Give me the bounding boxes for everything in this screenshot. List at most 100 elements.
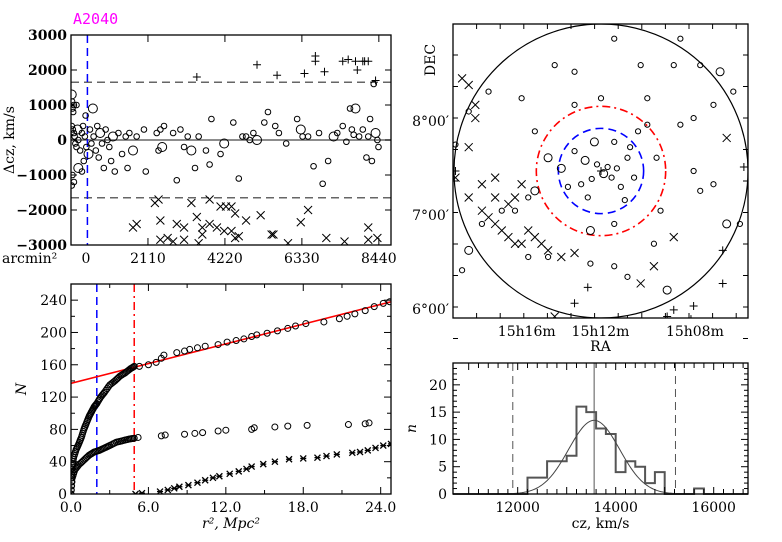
non-members-point — [333, 450, 341, 458]
members-point — [333, 129, 341, 137]
members-galaxy — [662, 285, 672, 295]
cumulative-counts-panel: 0 40 80 120 160 200 240 0.0 6.0 12.0 18.0 24.0 r², M… — [14, 283, 396, 532]
members-point — [346, 105, 354, 112]
velocity-histogram-panel: 12000 14000 16000 0 5 10 15 20 cz, km/s n — [404, 362, 749, 532]
foreground-point — [212, 223, 222, 232]
histogram-bar — [606, 434, 616, 494]
non-members-point — [235, 467, 243, 475]
x-tick-label: 12000 — [495, 500, 540, 516]
members-point — [361, 420, 369, 428]
foreground-point — [234, 231, 244, 241]
members-galaxy — [599, 169, 609, 179]
members-point — [100, 164, 108, 172]
all-galaxies-point — [152, 358, 160, 366]
members-point — [355, 133, 363, 140]
members-point — [95, 154, 103, 161]
members-galaxy — [627, 144, 634, 151]
background-galaxy — [583, 283, 592, 292]
all-galaxies-point — [240, 335, 248, 343]
members-point — [242, 133, 250, 140]
y-tick-label: 240 — [40, 293, 67, 309]
members-point — [71, 182, 76, 189]
y-tick-label: 5 — [438, 460, 447, 476]
members-point — [126, 129, 133, 137]
y-axis-label: Δcz, km/s — [2, 106, 18, 174]
background-point — [371, 76, 380, 85]
members-point — [133, 133, 140, 140]
members-point — [217, 150, 224, 158]
members-galaxy — [716, 8, 724, 16]
foreground-point — [187, 198, 196, 208]
members-point — [195, 133, 202, 140]
members-galaxy — [485, 88, 492, 95]
x-tick-label: 8440 — [361, 251, 397, 267]
plot-frame — [70, 283, 392, 495]
histogram-bar — [635, 467, 645, 494]
background-galaxy — [570, 299, 579, 308]
all-galaxies-point — [379, 299, 387, 307]
y-axis-label: DEC — [423, 44, 439, 76]
foreground-galaxy — [490, 173, 500, 182]
members-galaxy — [604, 163, 611, 171]
non-members-point — [164, 486, 172, 494]
members-galaxy — [608, 174, 615, 181]
members-galaxy — [571, 101, 578, 108]
plot-area — [71, 284, 391, 494]
members-point — [102, 126, 109, 133]
r200-circle — [535, 105, 667, 237]
background-galaxy — [663, 312, 672, 318]
members-point — [310, 162, 317, 170]
velocity-radius-panel: 3000 2000 1000 0 −1000 −2000 −3000 0 2110 4220 633… — [2, 28, 397, 267]
members-galaxy — [593, 161, 601, 168]
non-members-point — [170, 484, 178, 492]
foreground-point — [227, 226, 236, 236]
members-galaxy — [697, 62, 704, 69]
background-point — [320, 67, 329, 76]
background-point — [353, 66, 362, 74]
members-point — [252, 135, 263, 145]
foreground-galaxy — [510, 193, 520, 202]
foreground-point — [219, 226, 229, 236]
background-galaxy — [718, 279, 727, 288]
members-galaxy — [690, 114, 697, 122]
y-tick-label: 200 — [40, 325, 67, 341]
members-galaxy — [613, 165, 620, 172]
histogram-bar — [596, 429, 606, 495]
members-point — [303, 421, 311, 429]
members-galaxy — [710, 101, 717, 108]
non-members-point — [364, 446, 372, 454]
members-galaxy — [690, 167, 697, 175]
members-point — [160, 122, 168, 130]
all-galaxies-point — [193, 344, 201, 352]
background-galaxy — [643, 319, 651, 327]
x-tick-label: 0 — [82, 251, 91, 267]
y-tick-label: 80 — [49, 422, 67, 438]
non-members-point — [138, 489, 146, 494]
non-members-point — [215, 472, 223, 480]
foreground-point — [216, 202, 225, 211]
all-galaxies-point — [343, 312, 351, 320]
all-galaxies-point — [214, 341, 222, 349]
y-tick-label: 20 — [429, 378, 447, 394]
non-members-point — [356, 448, 364, 456]
foreground-galaxy — [464, 80, 474, 90]
background-point — [311, 57, 320, 66]
members-galaxy — [736, 220, 744, 228]
foreground-point — [194, 238, 204, 245]
foreground-galaxy — [543, 246, 553, 255]
members-point — [129, 434, 137, 442]
y-tick-label: −2000 — [16, 203, 67, 219]
members-galaxy — [611, 263, 618, 270]
members-point — [74, 462, 82, 470]
foreground-point — [156, 235, 165, 245]
x-tick-label: 0.0 — [60, 500, 82, 516]
members-point — [80, 157, 88, 165]
members-galaxy — [757, 155, 762, 160]
members-point — [71, 133, 78, 140]
foreground-point — [172, 219, 182, 229]
members-galaxy — [525, 253, 532, 261]
foreground-galaxy — [556, 252, 566, 262]
foreground-point — [256, 210, 266, 220]
members-point — [208, 115, 215, 123]
members-galaxy — [677, 121, 684, 128]
